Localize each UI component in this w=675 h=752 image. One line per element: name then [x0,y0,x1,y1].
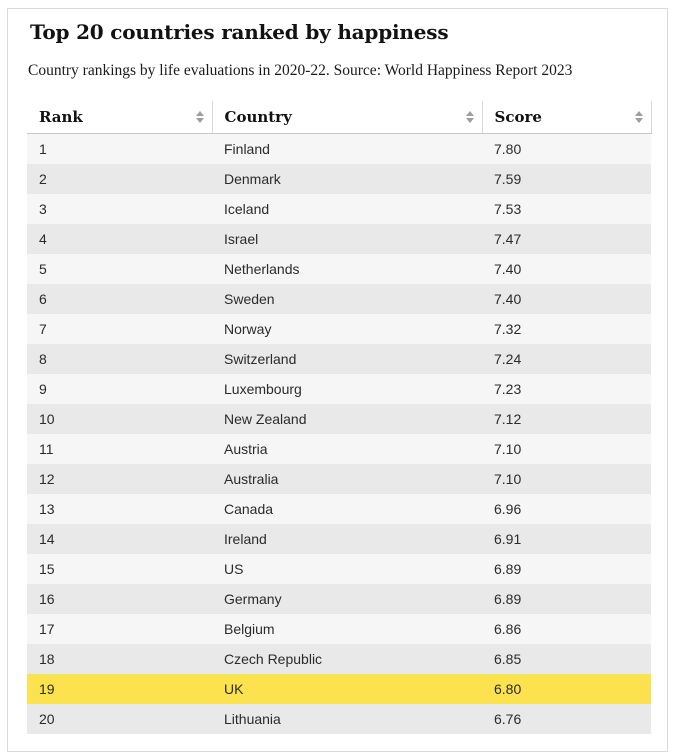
table-row: 4 Israel 7.47 [27,224,651,254]
sort-arrows-icon[interactable] [465,111,474,123]
rank-cell: 7 [39,321,47,337]
country-cell: Finland [224,141,270,157]
rank-cell: 1 [39,141,47,157]
column-label-score: Score [494,108,542,126]
sort-arrows-icon[interactable] [195,111,204,123]
table-row: 9 Luxembourg 7.23 [27,374,651,404]
table-row: 13 Canada 6.96 [27,494,651,524]
score-cell: 7.10 [494,471,522,487]
page-title: Top 20 countries ranked by happiness [30,20,449,44]
score-cell: 7.24 [494,351,522,367]
country-cell: Netherlands [224,261,300,277]
table-row: 20 Lithuania 6.76 [27,704,651,734]
table-row: 19 UK 6.80 [27,674,651,704]
country-cell: Sweden [224,291,275,307]
sort-arrows-icon[interactable] [634,111,643,123]
table-row: 12 Australia 7.10 [27,464,651,494]
rank-cell: 18 [39,651,55,667]
column-label-rank: Rank [39,108,83,126]
score-cell: 6.86 [494,621,522,637]
country-cell: Switzerland [224,351,297,367]
rank-cell: 17 [39,621,55,637]
rank-cell: 5 [39,261,47,277]
page-subtitle: Country rankings by life evaluations in … [28,62,573,79]
happiness-rankings-card: Top 20 countries ranked by happiness Cou… [7,8,668,752]
country-cell: Luxembourg [224,381,302,397]
country-cell: Germany [224,591,282,607]
rank-cell: 16 [39,591,55,607]
country-cell: Austria [224,441,268,457]
country-cell: Ireland [224,531,267,547]
table-row: 17 Belgium 6.86 [27,614,651,644]
table-row: 3 Iceland 7.53 [27,194,651,224]
rank-cell: 10 [39,411,55,427]
rank-cell: 15 [39,561,55,577]
column-header-score[interactable]: Score [482,101,652,134]
table-row: 5 Netherlands 7.40 [27,254,651,284]
country-cell: Iceland [224,201,270,217]
country-cell: Canada [224,501,274,517]
score-cell: 6.89 [494,591,522,607]
score-cell: 6.76 [494,711,522,727]
score-cell: 7.59 [494,171,522,187]
rank-cell: 4 [39,231,47,247]
country-cell: New Zealand [224,411,307,427]
score-cell: 6.91 [494,531,522,547]
table-row: 15 US 6.89 [27,554,651,584]
table-row: 14 Ireland 6.91 [27,524,651,554]
rank-cell: 3 [39,201,47,217]
table-row: 2 Denmark 7.59 [27,164,651,194]
table-row: 16 Germany 6.89 [27,584,651,614]
score-cell: 7.23 [494,381,522,397]
table-row: 8 Switzerland 7.24 [27,344,651,374]
score-cell: 6.96 [494,501,522,517]
rank-cell: 20 [39,711,55,727]
score-cell: 7.53 [494,201,522,217]
rank-cell: 6 [39,291,47,307]
table-row: 7 Norway 7.32 [27,314,651,344]
rank-cell: 2 [39,171,47,187]
table-header: Rank Country Score [27,101,652,134]
table-row: 1 Finland 7.80 [27,133,651,164]
score-cell: 7.12 [494,411,522,427]
table-row: 11 Austria 7.10 [27,434,651,464]
rank-cell: 8 [39,351,47,367]
table-row: 10 New Zealand 7.12 [27,404,651,434]
score-cell: 6.80 [494,681,522,697]
score-cell: 7.47 [494,231,522,247]
country-cell: Australia [224,471,279,487]
column-header-country[interactable]: Country [212,101,483,134]
rank-cell: 19 [39,681,55,697]
country-cell: Denmark [224,171,281,187]
table-body: 1 Finland 7.80 2 Denmark 7.59 3 Iceland 7.53 4 Isr… [27,133,651,734]
country-cell: Lithuania [224,711,281,727]
table-row: 18 Czech Republic 6.85 [27,644,651,674]
country-cell: Norway [224,321,272,337]
rank-cell: 14 [39,531,55,547]
score-cell: 7.10 [494,441,522,457]
rank-cell: 9 [39,381,47,397]
score-cell: 6.85 [494,651,522,667]
country-cell: UK [224,681,244,697]
rank-cell: 11 [39,441,54,457]
column-header-rank[interactable]: Rank [27,101,213,134]
score-cell: 7.80 [494,141,522,157]
rank-cell: 13 [39,501,55,517]
column-label-country: Country [224,108,292,126]
country-cell: Israel [224,231,259,247]
score-cell: 6.89 [494,561,522,577]
country-cell: US [224,561,244,577]
country-cell: Czech Republic [224,651,323,667]
table-row: 6 Sweden 7.40 [27,284,651,314]
score-cell: 7.40 [494,291,522,307]
rank-cell: 12 [39,471,55,487]
score-cell: 7.32 [494,321,522,337]
country-cell: Belgium [224,621,275,637]
score-cell: 7.40 [494,261,522,277]
